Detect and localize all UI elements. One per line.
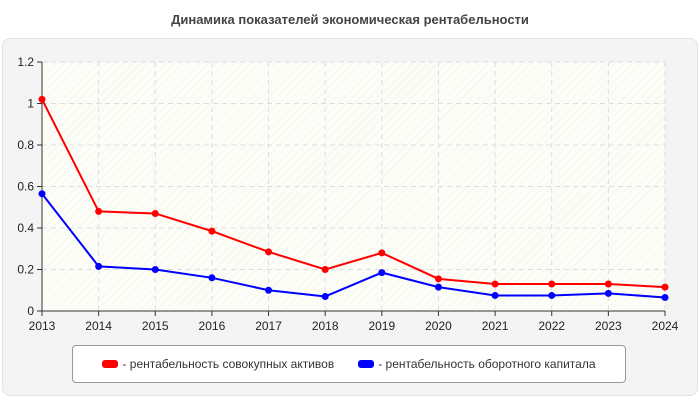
x-tick-label: 2021 [482,319,509,333]
data-point-1 [548,291,556,299]
data-point-1 [95,262,103,270]
data-point-0 [604,280,612,288]
legend: - рентабельность совокупных активов - ре… [72,345,626,383]
legend-item-working-capital[interactable]: - рентабельность оборотного капитала [358,357,596,371]
data-point-0 [321,266,329,273]
x-tick-label: 2023 [595,319,622,333]
legend-swatch-blue [358,360,375,368]
data-point-0 [265,248,273,256]
x-tick-label: 2018 [312,319,339,333]
data-point-0 [151,209,159,217]
legend-label: - рентабельность совокупных активов [122,357,335,371]
x-tick-label: 2019 [368,319,395,333]
y-tick-label: 0.6 [17,180,34,194]
data-point-1 [321,292,329,300]
data-point-0 [38,95,46,103]
data-point-0 [378,249,386,257]
data-point-0 [434,275,442,283]
y-tick-label: 1.2 [17,55,34,69]
data-point-1 [151,266,159,273]
legend-item-assets[interactable]: - рентабельность совокупных активов [102,357,334,371]
data-point-1 [491,291,499,299]
x-tick-label: 2013 [29,319,56,333]
x-tick-label: 2024 [652,319,679,333]
x-tick-label: 2022 [538,319,565,333]
x-tick-label: 2017 [255,319,282,333]
series-line-1 [41,193,666,299]
legend-label: - рентабельность оборотного капитала [378,357,596,371]
x-tick-label: 2014 [85,319,112,333]
data-point-1 [661,294,669,302]
data-point-1 [434,283,442,291]
x-tick-label: 2015 [142,319,169,333]
data-point-0 [548,280,556,288]
x-tick-label: 2016 [199,319,226,333]
x-tick-label: 2020 [425,319,452,333]
data-point-1 [604,289,612,297]
chart-title: Динамика показателей экономическая рента… [171,12,529,27]
y-tick-label: 0 [27,304,34,318]
data-point-0 [661,283,669,291]
data-point-1 [208,274,216,282]
data-point-0 [491,280,499,288]
y-tick-label: 0.4 [17,221,34,235]
data-point-1 [265,286,273,294]
y-tick-label: 0.2 [17,263,34,277]
data-point-1 [38,190,46,198]
y-tick-label: 1 [27,97,34,111]
data-point-0 [208,227,216,235]
legend-swatch-red [102,360,119,368]
series-line-0 [41,98,666,289]
data-point-1 [378,269,386,277]
y-tick-label: 0.8 [17,138,34,152]
data-point-0 [95,207,103,215]
